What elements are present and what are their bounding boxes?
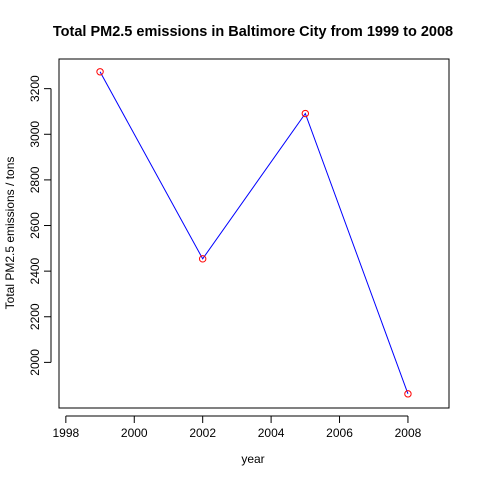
y-tick-label: 2000 — [28, 349, 42, 376]
y-tick-label: 2400 — [28, 257, 42, 284]
series-layer — [96, 68, 412, 398]
y-tick-label: 2200 — [28, 303, 42, 330]
y-tick-label: 2800 — [28, 166, 42, 193]
x-tick-label: 2008 — [395, 426, 422, 440]
series-line — [99, 71, 409, 395]
y-axis-label: Total PM2.5 emissions / tons — [3, 157, 17, 310]
data-point — [198, 255, 207, 263]
data-point — [96, 68, 104, 76]
x-tick-label: 2006 — [326, 426, 353, 440]
x-tick-label: 2000 — [121, 426, 148, 440]
x-tick-label: 2004 — [258, 426, 285, 440]
x-tick-label: 2002 — [189, 426, 216, 440]
y-tick-label: 3000 — [28, 121, 42, 148]
chart-title: Total PM2.5 emissions in Baltimore City … — [53, 24, 453, 40]
x-axis-label: year — [241, 452, 264, 466]
data-point — [404, 390, 412, 398]
x-axis: 1998 2000 2002 2004 2006 2008 — [52, 415, 422, 440]
y-tick-label: 2600 — [28, 212, 42, 239]
y-axis: 2000 2200 2400 2600 2800 3000 3200 — [28, 75, 52, 376]
data-point — [301, 109, 310, 118]
x-tick-label: 1998 — [52, 426, 79, 440]
y-tick-label: 3200 — [28, 75, 42, 102]
plot-box — [58, 58, 450, 409]
